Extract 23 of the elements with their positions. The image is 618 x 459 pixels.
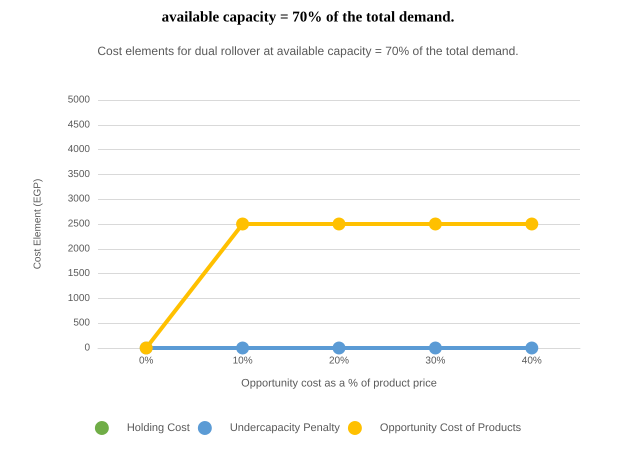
- x-tick-label: 30%: [425, 356, 446, 366]
- y-tick-label: 5000: [68, 94, 90, 106]
- y-tick-label: 1000: [68, 292, 90, 304]
- y-tick-label: 2500: [68, 218, 90, 230]
- x-tick-label: 0%: [138, 356, 154, 366]
- y-tick-label: 4000: [68, 144, 90, 156]
- y-tick-label: 4500: [68, 119, 90, 130]
- text: available capacity = 70% of the total demand.: [162, 10, 455, 26]
- y-tick-label: 1500: [68, 268, 90, 280]
- chart-title: Cost elements for dual rollover at available capacity = 70% of the total demand.: [97, 44, 519, 58]
- legend-label: Undercapacity Penalty: [230, 422, 340, 434]
- x-tick-label: 40%: [522, 356, 542, 366]
- y-tick-label: 3000: [68, 194, 90, 205]
- y-tick-label: 0: [84, 342, 90, 354]
- y-tick-label: 500: [73, 318, 90, 329]
- y-tick-label: 3500: [68, 168, 90, 180]
- legend-label: Holding Cost: [126, 422, 190, 434]
- x-axis-title: Opportunity cost as a % of product price: [241, 378, 437, 390]
- y-tick-label: 2000: [68, 243, 90, 254]
- x-tick-label: 20%: [328, 356, 350, 366]
- x-tick-label: 10%: [232, 356, 253, 366]
- y-axis-title: Cost Element (EGP): [32, 178, 44, 270]
- legend-label: Opportunity Cost of Products: [380, 422, 522, 434]
